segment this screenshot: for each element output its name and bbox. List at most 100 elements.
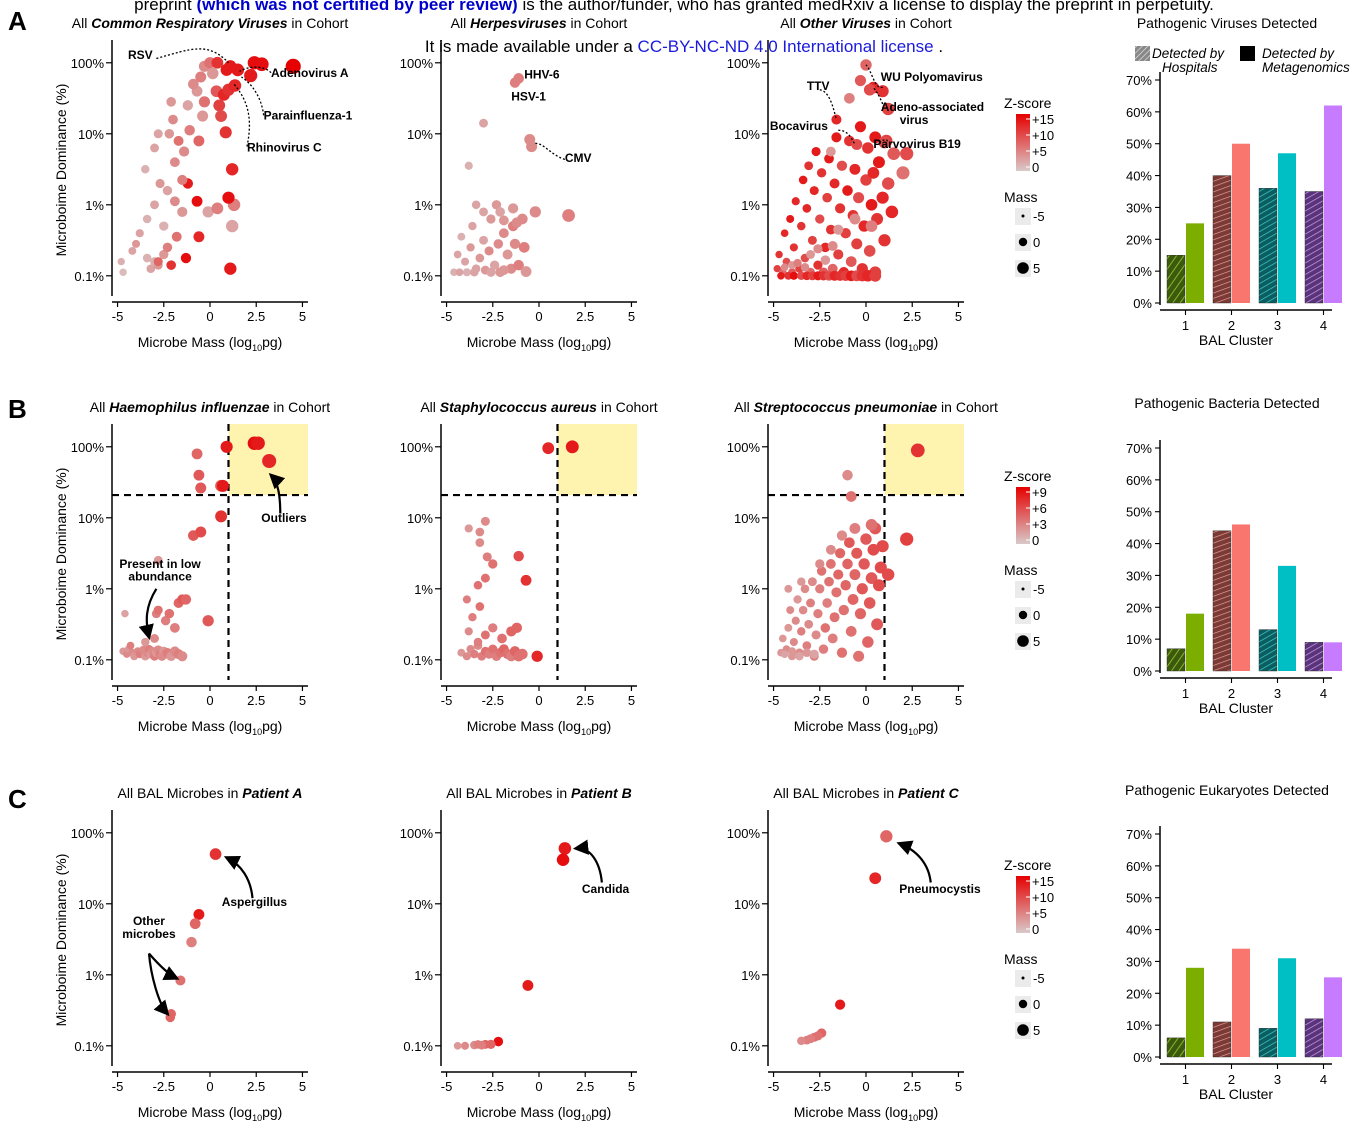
data-point: [171, 231, 182, 242]
scatter-title: All Haemophilus influenzae in Cohort: [90, 399, 331, 415]
data-point: [842, 185, 853, 196]
data-point: [825, 559, 836, 569]
data-point: [464, 161, 473, 170]
scatter-panel-4: All Staphylococcus aureus in Cohort -5 -2.…: [400, 399, 658, 737]
scatter-title-part: Common Respiratory Viruses: [91, 15, 288, 31]
data-point: [462, 268, 471, 277]
data-point: [522, 979, 534, 991]
scatter-title-part: Streptococcus pneumoniae: [754, 399, 938, 415]
data-point: [489, 260, 500, 270]
data-point: [475, 253, 485, 263]
annotation-leader: [233, 83, 251, 147]
banner-text-e: .: [933, 37, 944, 56]
data-point: [900, 532, 914, 546]
data-point: [797, 627, 806, 636]
y-tick-label: 0.1%: [403, 1039, 433, 1054]
x-tick-label: -2.5: [482, 693, 504, 708]
data-point: [471, 200, 481, 210]
data-point: [188, 78, 199, 90]
data-point: [216, 479, 229, 492]
bar-x-tick-label: 2: [1228, 686, 1235, 701]
bar-y-tick-label: 0%: [1133, 1050, 1152, 1065]
data-point: [807, 235, 817, 245]
x-tick-label: 5: [628, 1079, 635, 1094]
data-point: [164, 608, 175, 619]
annotation-label: abundance: [128, 569, 192, 583]
banner-highlight: (which was not certified by peer review): [196, 0, 518, 14]
data-point: [813, 609, 823, 619]
bar-x-axis-label: BAL Cluster: [1199, 1086, 1274, 1102]
data-point: [153, 555, 163, 565]
x-axis-label-part: Microbe Mass (log: [138, 334, 252, 350]
annotation-leader: [241, 76, 265, 116]
data-point: [869, 131, 882, 144]
data-point: [831, 587, 842, 598]
data-point: [480, 630, 490, 640]
scatter-title-part: in Cohort: [288, 15, 349, 31]
bar-y-tick-label: 60%: [1126, 105, 1152, 120]
y-tick-label: 100%: [71, 440, 105, 455]
x-tick-label: 5: [299, 309, 306, 324]
x-axis-label: Microbe Mass (log10pg): [467, 334, 612, 353]
data-point: [159, 249, 169, 260]
data-point: [556, 853, 570, 867]
data-point: [822, 192, 832, 203]
data-point: [479, 207, 488, 217]
data-point: [475, 527, 485, 537]
data-point: [811, 146, 821, 157]
data-point: [498, 265, 509, 276]
data-point: [860, 533, 872, 545]
data-point: [479, 118, 488, 128]
bar-y-tick-label: 20%: [1126, 232, 1152, 247]
data-point: [824, 576, 834, 587]
scatter-panel-3: All Haemophilus influenzae in Cohort -5 -2…: [53, 399, 330, 737]
mass-key-dot: [1018, 999, 1028, 1009]
data-point: [468, 221, 477, 231]
data-point: [863, 245, 876, 257]
data-point: [193, 231, 205, 243]
data-point: [896, 166, 910, 180]
data-point: [851, 138, 863, 150]
data-point: [784, 584, 793, 593]
x-tick-label: -2.5: [153, 309, 175, 324]
y-tick-label: 10%: [734, 897, 760, 912]
banner-text-d: It is made available under a: [424, 37, 638, 56]
x-axis-label-sub: 10: [581, 727, 591, 737]
bar-y-tick-label: 60%: [1126, 859, 1152, 874]
scatter-title-part: in Cohort: [567, 15, 628, 31]
mass-tick-label: -5: [1033, 971, 1045, 986]
data-point: [900, 147, 914, 161]
data-point: [562, 209, 575, 222]
scatter-title-part: All BAL Microbes in: [773, 785, 898, 801]
data-point: [851, 238, 863, 250]
x-tick-label: -5: [768, 309, 780, 324]
y-tick-label: 1%: [85, 582, 104, 597]
annotation-arrow: [147, 953, 170, 1017]
data-point: [486, 214, 496, 224]
data-point: [798, 605, 808, 615]
data-point: [565, 440, 579, 454]
x-tick-label: 5: [955, 693, 962, 708]
x-tick-label: -2.5: [809, 693, 831, 708]
data-point: [836, 530, 848, 541]
data-point: [254, 57, 269, 72]
data-point: [177, 174, 188, 186]
bar-x-axis-label: BAL Cluster: [1199, 332, 1274, 348]
data-point: [777, 272, 785, 280]
scatter-title: All BAL Microbes in Patient B: [446, 785, 631, 801]
annotation-label: virus: [900, 113, 929, 127]
data-point: [220, 440, 233, 453]
x-tick-label: 0: [535, 1079, 542, 1094]
license-link[interactable]: CC-BY-NC-ND 4.0 International license: [637, 37, 934, 56]
scatter-title: All Herpesviruses in Cohort: [451, 15, 628, 31]
annotation-label: Rhinovirus C: [247, 141, 322, 155]
data-point: [202, 206, 214, 218]
y-tick-label: 1%: [741, 198, 760, 213]
zscore-tick-label: 0: [1032, 160, 1039, 175]
data-point: [198, 96, 211, 108]
data-point: [128, 247, 137, 255]
scatter-title-part: in Cohort: [270, 399, 331, 415]
data-point: [860, 174, 872, 186]
x-tick-label: -5: [441, 309, 453, 324]
data-point: [863, 597, 876, 609]
